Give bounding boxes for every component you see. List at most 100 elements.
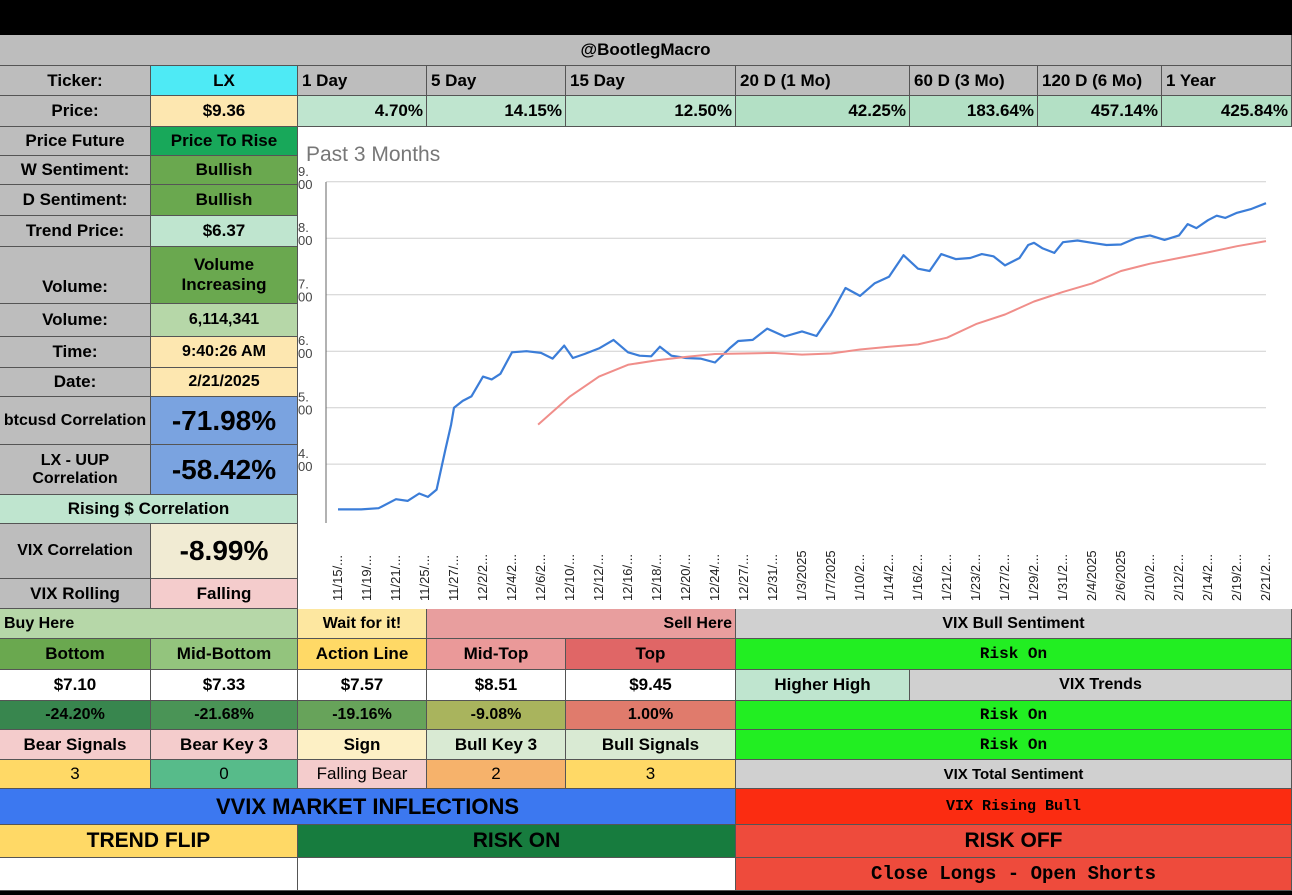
ticker-value: LX bbox=[151, 66, 298, 96]
x-tick-label: 1/29/2... bbox=[1026, 554, 1041, 601]
period-header-1d: 1 Day bbox=[298, 66, 427, 96]
signal-header-sign: Sign bbox=[298, 730, 427, 760]
trend-flip-action bbox=[0, 858, 298, 891]
y-tick-label: 7. 00 bbox=[298, 277, 312, 305]
volume-trend-label: Volume: bbox=[0, 247, 151, 304]
x-tick-label: 12/6/2... bbox=[533, 554, 548, 601]
vix-trend-2: Risk On bbox=[736, 730, 1292, 760]
level-name-bottom: Bottom bbox=[0, 639, 151, 670]
risk-on-action bbox=[298, 858, 736, 891]
trend-series-line bbox=[537, 240, 1267, 426]
period-header-5d: 5 Day bbox=[427, 66, 566, 96]
y-tick-label: 6. 00 bbox=[298, 333, 312, 361]
price-series-line bbox=[338, 202, 1267, 511]
y-tick-label: 4. 00 bbox=[298, 446, 312, 474]
d-sentiment-value: Bullish bbox=[151, 185, 298, 216]
date-value: 2/21/2025 bbox=[151, 368, 298, 397]
price-chart: Past 3 Months 9. 00 8. 00 7. 00 6. 00 5. 00 4. 00 11/… bbox=[298, 127, 1292, 610]
vix-trend-1: Risk On bbox=[736, 701, 1292, 730]
x-tick-label: 2/14/2... bbox=[1200, 554, 1215, 601]
level-pct-action-line: -19.16% bbox=[298, 701, 427, 730]
period-header-15d: 15 Day bbox=[566, 66, 736, 96]
ticker-label: Ticker: bbox=[0, 66, 151, 96]
x-tick-label: 12/16/... bbox=[620, 554, 635, 601]
x-tick-label: 1/3/2025 bbox=[794, 550, 809, 601]
period-value-5d: 14.15% bbox=[427, 96, 566, 127]
signal-value-bull-signals: 3 bbox=[566, 760, 736, 789]
period-value-1y: 425.84% bbox=[1162, 96, 1292, 127]
x-tick-label: 12/20/... bbox=[678, 554, 693, 601]
signal-header-bear-signals: Bear Signals bbox=[0, 730, 151, 760]
time-label: Time: bbox=[0, 337, 151, 368]
x-tick-label: 12/4/2... bbox=[504, 554, 519, 601]
vix-trends-label: VIX Trends bbox=[910, 670, 1292, 701]
chart-title: Past 3 Months bbox=[306, 143, 440, 166]
x-tick-label: 12/12/... bbox=[591, 554, 606, 601]
period-header-60d: 60 D (3 Mo) bbox=[910, 66, 1038, 96]
x-tick-label: 12/10/... bbox=[562, 554, 577, 601]
rising-correlation: Rising $ Correlation bbox=[0, 495, 298, 524]
x-tick-label: 2/12/2... bbox=[1171, 554, 1186, 601]
w-sentiment-label: W Sentiment: bbox=[0, 156, 151, 185]
signal-header-bull-signals: Bull Signals bbox=[566, 730, 736, 760]
w-sentiment-value: Bullish bbox=[151, 156, 298, 185]
y-tick-label: 8. 00 bbox=[298, 220, 312, 248]
uup-correlation-value: -58.42% bbox=[151, 445, 298, 495]
vix-total-sentiment-value: VIX Rising Bull bbox=[736, 789, 1292, 825]
btc-correlation-value: -71.98% bbox=[151, 397, 298, 445]
signal-value-sign: Falling Bear bbox=[298, 760, 427, 789]
x-tick-label: 12/27/... bbox=[736, 554, 751, 601]
price-future-value: Price To Rise bbox=[151, 127, 298, 156]
x-tick-label: 11/25/... bbox=[417, 555, 432, 601]
wait-label: Wait for it! bbox=[298, 609, 427, 639]
period-value-120d: 457.14% bbox=[1038, 96, 1162, 127]
trend-price-value: $6.37 bbox=[151, 216, 298, 247]
level-name-mid-top: Mid-Top bbox=[427, 639, 566, 670]
btc-correlation-label: btcusd Correlation bbox=[0, 397, 151, 445]
x-tick-label: 2/10/2... bbox=[1142, 554, 1157, 601]
x-tick-label: 12/31/... bbox=[765, 554, 780, 601]
period-value-20d: 42.25% bbox=[736, 96, 910, 127]
volume-trend-value: Volume Increasing bbox=[151, 247, 298, 304]
signal-header-bull-key3: Bull Key 3 bbox=[427, 730, 566, 760]
signal-value-bear-key3: 0 bbox=[151, 760, 298, 789]
x-tick-label: 1/21/2... bbox=[939, 554, 954, 601]
x-tick-label: 2/21/2... bbox=[1258, 554, 1273, 601]
x-tick-label: 1/14/2... bbox=[881, 554, 896, 601]
x-tick-label: 11/19/... bbox=[359, 555, 374, 601]
header-title: @BootlegMacro bbox=[0, 35, 1292, 66]
level-price-action-line: $7.57 bbox=[298, 670, 427, 701]
x-tick-label: 11/15/... bbox=[330, 555, 345, 601]
x-tick-label: 2/19/2... bbox=[1229, 554, 1244, 601]
volume-label: Volume: bbox=[0, 304, 151, 337]
x-tick-label: 1/16/2... bbox=[910, 554, 925, 601]
level-price-bottom: $7.10 bbox=[0, 670, 151, 701]
price-value: $9.36 bbox=[151, 96, 298, 127]
level-price-mid-top: $8.51 bbox=[427, 670, 566, 701]
y-tick-label: 5. 00 bbox=[298, 390, 312, 418]
uup-correlation-label: LX - UUP Correlation bbox=[0, 445, 151, 495]
vix-bull-sentiment-value: Risk On bbox=[736, 639, 1292, 670]
x-tick-label: 2/4/2025 bbox=[1084, 550, 1099, 601]
vix-rolling-value: Falling bbox=[151, 579, 298, 609]
level-pct-mid-bottom: -21.68% bbox=[151, 701, 298, 730]
signal-header-bear-key3: Bear Key 3 bbox=[151, 730, 298, 760]
vix-total-sentiment-label: VIX Total Sentiment bbox=[736, 760, 1292, 789]
x-tick-label: 1/10/2... bbox=[852, 554, 867, 601]
sell-here-label: Sell Here bbox=[427, 609, 736, 639]
signal-value-bear-signals: 3 bbox=[0, 760, 151, 789]
vix-bull-sentiment-label: VIX Bull Sentiment bbox=[736, 609, 1292, 639]
level-pct-top: 1.00% bbox=[566, 701, 736, 730]
x-tick-label: 12/2/2... bbox=[475, 554, 490, 601]
x-tick-label: 11/27/... bbox=[446, 555, 461, 601]
level-pct-mid-top: -9.08% bbox=[427, 701, 566, 730]
level-price-top: $9.45 bbox=[566, 670, 736, 701]
risk-off-action: Close Longs - Open Shorts bbox=[736, 858, 1292, 891]
period-value-60d: 183.64% bbox=[910, 96, 1038, 127]
level-name-top: Top bbox=[566, 639, 736, 670]
vix-rolling-label: VIX Rolling bbox=[0, 579, 151, 609]
level-pct-bottom: -24.20% bbox=[0, 701, 151, 730]
x-tick-label: 11/21/... bbox=[388, 555, 403, 601]
time-value: 9:40:26 AM bbox=[151, 337, 298, 368]
